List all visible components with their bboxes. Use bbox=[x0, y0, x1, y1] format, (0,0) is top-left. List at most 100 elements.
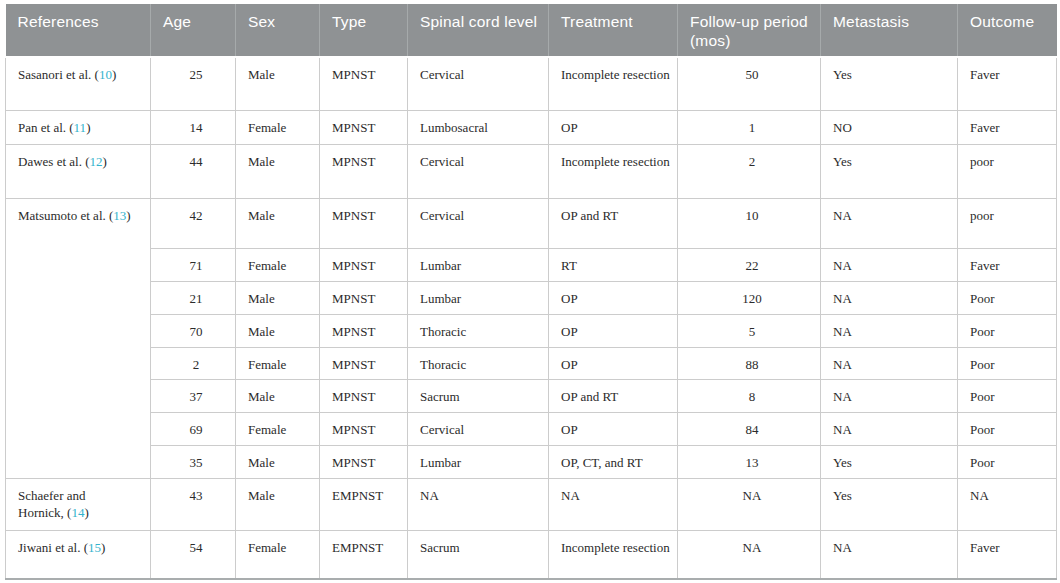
reference-close-paren: ) bbox=[112, 67, 116, 82]
cell-sex: Female bbox=[236, 530, 320, 579]
cell-treatment: NA bbox=[549, 478, 678, 530]
cell-metastasis: NA bbox=[821, 347, 958, 379]
cell-type: MPNST bbox=[320, 57, 408, 110]
reference-authors: Pan et al. ( bbox=[18, 120, 74, 135]
table-row: Pan et al. (11)14FemaleMPNSTLumbosacralO… bbox=[6, 110, 1057, 144]
cell-type: MPNST bbox=[320, 198, 408, 248]
cell-age: 35 bbox=[151, 445, 236, 478]
column-header-age: Age bbox=[151, 4, 236, 57]
cell-follow-up-period: NA bbox=[678, 530, 821, 579]
cell-sex: Male bbox=[236, 478, 320, 530]
cell-treatment: Incomplete resection bbox=[549, 57, 678, 110]
cell-age: 44 bbox=[151, 144, 236, 198]
cell-sex: Female bbox=[236, 412, 320, 445]
header-row: ReferencesAgeSexTypeSpinal cord levelTre… bbox=[6, 4, 1057, 57]
cell-sex: Male bbox=[236, 379, 320, 412]
cell-outcome: Poor bbox=[958, 445, 1057, 478]
cell-sex: Female bbox=[236, 248, 320, 281]
cell-type: EMPNST bbox=[320, 478, 408, 530]
citation-link[interactable]: 15 bbox=[88, 540, 101, 555]
cell-metastasis: NA bbox=[821, 281, 958, 314]
cell-type: MPNST bbox=[320, 412, 408, 445]
cell-outcome: poor bbox=[958, 144, 1057, 198]
cell-spinal-cord-level: Cervical bbox=[408, 198, 549, 248]
cell-treatment: OP bbox=[549, 281, 678, 314]
column-header-treatment: Treatment bbox=[549, 4, 678, 57]
cell-treatment: RT bbox=[549, 248, 678, 281]
cell-spinal-cord-level: Lumbosacral bbox=[408, 110, 549, 144]
cell-follow-up-period: 13 bbox=[678, 445, 821, 478]
cell-outcome: poor bbox=[958, 198, 1057, 248]
cell-metastasis: NA bbox=[821, 530, 958, 579]
table-row: 2FemaleMPNSTThoracicOP88NAPoor bbox=[6, 347, 1057, 379]
cell-sex: Male bbox=[236, 281, 320, 314]
cell-follow-up-period: 50 bbox=[678, 57, 821, 110]
cell-type: MPNST bbox=[320, 314, 408, 347]
cell-metastasis: Yes bbox=[821, 478, 958, 530]
cell-metastasis: Yes bbox=[821, 445, 958, 478]
cell-sex: Male bbox=[236, 445, 320, 478]
cell-age: 2 bbox=[151, 347, 236, 379]
table-row: Dawes et al. (12)44MaleMPNSTCervicalInco… bbox=[6, 144, 1057, 198]
citation-link[interactable]: 14 bbox=[71, 505, 84, 520]
cell-metastasis: Yes bbox=[821, 144, 958, 198]
cell-age: 54 bbox=[151, 530, 236, 579]
table-row: 35MaleMPNSTLumbarOP, CT, and RT13YesPoor bbox=[6, 445, 1057, 478]
cell-reference: Sasanori et al. (10) bbox=[6, 57, 151, 110]
cell-follow-up-period: 2 bbox=[678, 144, 821, 198]
cell-outcome: Faver bbox=[958, 530, 1057, 579]
reference-close-paren: ) bbox=[84, 505, 88, 520]
cell-reference: Matsumoto et al. (13) bbox=[6, 198, 151, 478]
table-row: Matsumoto et al. (13)42MaleMPNSTCervical… bbox=[6, 198, 1057, 248]
cell-sex: Male bbox=[236, 198, 320, 248]
cell-sex: Male bbox=[236, 144, 320, 198]
cell-treatment: OP, CT, and RT bbox=[549, 445, 678, 478]
cell-reference: Pan et al. (11) bbox=[6, 110, 151, 144]
cell-age: 70 bbox=[151, 314, 236, 347]
table-row: 21MaleMPNSTLumbarOP120NAPoor bbox=[6, 281, 1057, 314]
column-header-follow-up-period: Follow-up period (mos) bbox=[678, 4, 821, 57]
cell-spinal-cord-level: Thoracic bbox=[408, 314, 549, 347]
cell-follow-up-period: 88 bbox=[678, 347, 821, 379]
cell-metastasis: NA bbox=[821, 412, 958, 445]
page: ReferencesAgeSexTypeSpinal cord levelTre… bbox=[0, 0, 1060, 580]
cell-outcome: Poor bbox=[958, 379, 1057, 412]
citation-link[interactable]: 10 bbox=[99, 67, 112, 82]
cell-type: MPNST bbox=[320, 347, 408, 379]
citation-link[interactable]: 12 bbox=[89, 154, 102, 169]
cell-spinal-cord-level: Sacrum bbox=[408, 530, 549, 579]
table-row: Sasanori et al. (10)25MaleMPNSTCervicalI… bbox=[6, 57, 1057, 110]
cell-spinal-cord-level: NA bbox=[408, 478, 549, 530]
cell-outcome: Poor bbox=[958, 412, 1057, 445]
cell-reference: Jiwani et al. (15) bbox=[6, 530, 151, 579]
cell-treatment: Incomplete resection bbox=[549, 144, 678, 198]
cell-metastasis: NA bbox=[821, 379, 958, 412]
cell-treatment: OP bbox=[549, 347, 678, 379]
reference-authors: Dawes et al. ( bbox=[18, 154, 89, 169]
cell-spinal-cord-level: Cervical bbox=[408, 57, 549, 110]
reference-authors: Matsumoto et al. ( bbox=[18, 208, 113, 223]
cell-treatment: OP bbox=[549, 110, 678, 144]
table-row: Schaefer and Hornick, (14)43MaleEMPNSTNA… bbox=[6, 478, 1057, 530]
cell-age: 42 bbox=[151, 198, 236, 248]
table-row: 69FemaleMPNSTCervicalOP84NAPoor bbox=[6, 412, 1057, 445]
cell-treatment: OP bbox=[549, 314, 678, 347]
citation-link[interactable]: 11 bbox=[74, 120, 87, 135]
table-header: ReferencesAgeSexTypeSpinal cord levelTre… bbox=[6, 4, 1057, 57]
cell-spinal-cord-level: Sacrum bbox=[408, 379, 549, 412]
cell-age: 21 bbox=[151, 281, 236, 314]
cell-follow-up-period: 8 bbox=[678, 379, 821, 412]
cell-sex: Male bbox=[236, 57, 320, 110]
cell-spinal-cord-level: Cervical bbox=[408, 412, 549, 445]
cell-metastasis: NO bbox=[821, 110, 958, 144]
reference-authors: Jiwani et al. ( bbox=[18, 540, 88, 555]
cell-spinal-cord-level: Cervical bbox=[408, 144, 549, 198]
table-row: Jiwani et al. (15)54FemaleEMPNSTSacrumIn… bbox=[6, 530, 1057, 579]
citation-link[interactable]: 13 bbox=[113, 208, 126, 223]
cell-metastasis: Yes bbox=[821, 57, 958, 110]
cell-spinal-cord-level: Lumbar bbox=[408, 445, 549, 478]
cell-type: EMPNST bbox=[320, 530, 408, 579]
table-body: Sasanori et al. (10)25MaleMPNSTCervicalI… bbox=[6, 57, 1057, 579]
cell-spinal-cord-level: Thoracic bbox=[408, 347, 549, 379]
reference-close-paren: ) bbox=[86, 120, 90, 135]
